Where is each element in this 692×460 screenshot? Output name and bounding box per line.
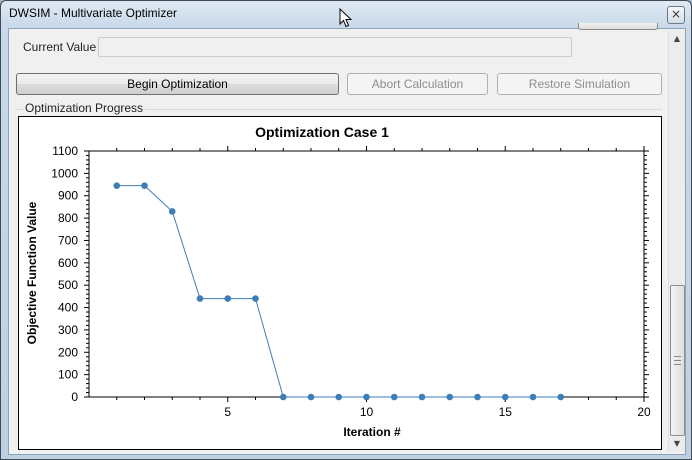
data-point: [446, 393, 454, 401]
data-point: [279, 393, 287, 401]
group-divider: [16, 109, 662, 110]
begin-optimization-button[interactable]: Begin Optimization: [16, 73, 339, 95]
y-tick-label: 200: [58, 345, 78, 359]
y-tick-label: 1100: [52, 144, 78, 158]
y-axis-label: Objective Function Value: [25, 201, 39, 344]
y-tick-label: 0: [71, 390, 78, 404]
current-value-field[interactable]: [98, 37, 572, 57]
current-value-label: Current Value: [23, 40, 97, 54]
x-axis-label: Iteration #: [343, 425, 401, 439]
y-tick-label: 1000: [51, 166, 78, 180]
y-tick-label: 700: [58, 233, 78, 247]
data-point: [390, 393, 398, 401]
mouse-cursor-icon: [339, 7, 353, 32]
plot-area: [88, 150, 645, 398]
window-title: DWSIM - Multivariate Optimizer: [9, 6, 178, 20]
x-tick-label: 10: [360, 405, 374, 419]
y-tick-label: 900: [58, 189, 78, 203]
partially-hidden-button[interactable]: [578, 23, 658, 30]
scroll-down-icon[interactable]: ▼: [673, 439, 681, 448]
data-point: [418, 393, 426, 401]
data-point: [501, 393, 509, 401]
y-tick-label: 500: [58, 278, 78, 292]
vertical-scrollbar[interactable]: ▲ ▼: [668, 31, 685, 452]
x-tick-label: 20: [637, 405, 651, 419]
y-tick-label: 600: [58, 256, 78, 270]
data-point: [474, 393, 481, 401]
close-icon[interactable]: ×: [667, 6, 685, 24]
y-tick-label: 300: [58, 323, 78, 337]
y-tick-label: 800: [58, 211, 78, 225]
data-point: [557, 393, 565, 401]
scroll-up-icon[interactable]: ▲: [673, 34, 681, 43]
data-point: [168, 208, 176, 215]
title-bar[interactable]: DWSIM - Multivariate Optimizer ×: [1, 1, 691, 28]
data-point: [224, 295, 232, 302]
optimization-chart: Optimization Case 1 Iteration # Objectiv…: [25, 124, 651, 439]
abort-calculation-button[interactable]: Abort Calculation: [347, 73, 488, 95]
x-tick-label: 5: [224, 405, 231, 419]
scrollbar-thumb[interactable]: [670, 285, 685, 436]
data-point: [335, 393, 343, 401]
data-point: [529, 393, 537, 401]
data-point: [196, 295, 204, 302]
series-line: [116, 185, 561, 398]
optimization-progress-label: Optimization Progress: [23, 101, 146, 115]
data-point: [141, 182, 148, 189]
y-tick-label: 100: [58, 368, 78, 382]
data-point: [113, 182, 121, 189]
restore-simulation-button[interactable]: Restore Simulation: [497, 73, 662, 95]
data-point: [307, 393, 315, 401]
chart-panel: Optimization Case 1 Iteration # Objectiv…: [18, 116, 662, 450]
client-area: Current Value Begin Optimization Abort C…: [8, 23, 686, 455]
y-tick-label: 400: [58, 301, 78, 315]
grip-icon: [674, 356, 681, 365]
chart-title: Optimization Case 1: [255, 124, 389, 140]
x-tick-label: 15: [499, 405, 513, 419]
data-point: [363, 393, 370, 401]
data-point: [252, 295, 259, 302]
